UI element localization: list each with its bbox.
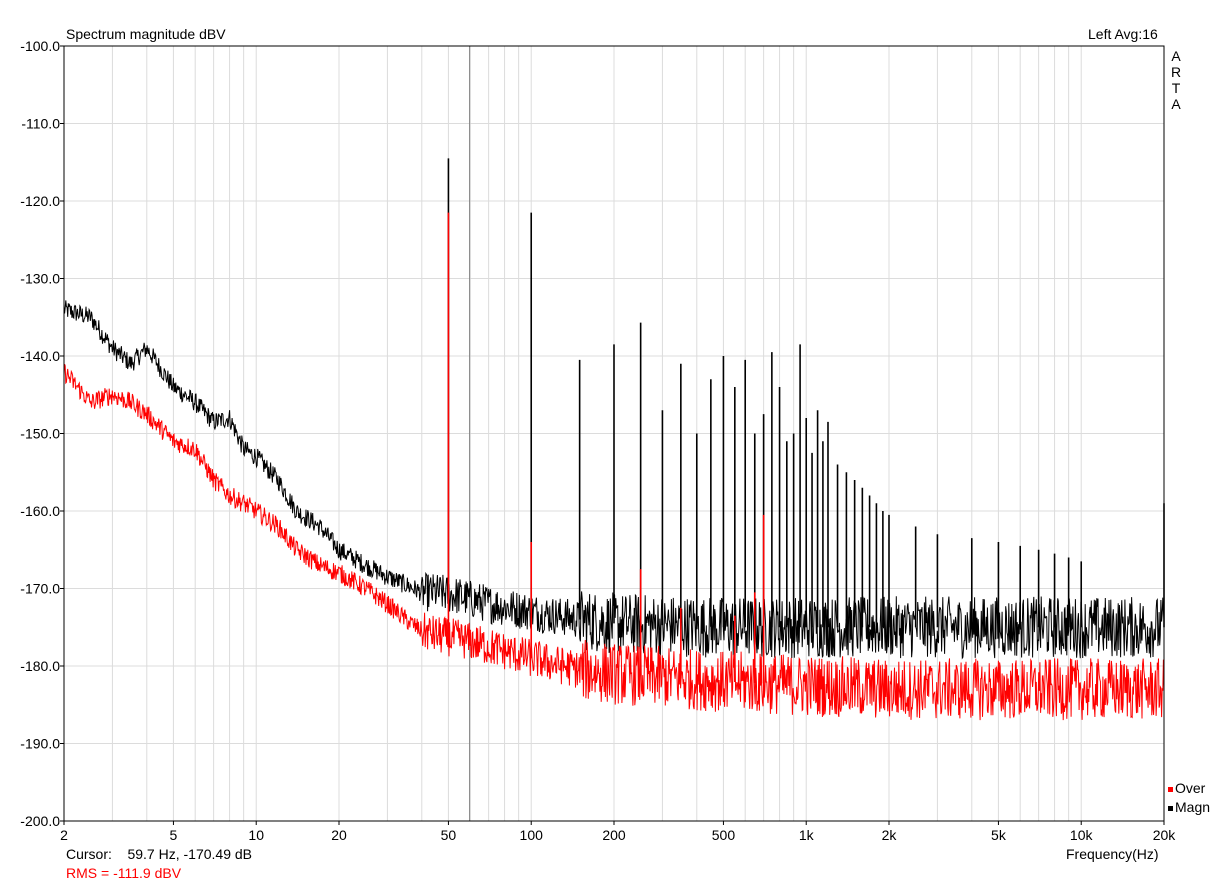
x-tick-label: 2	[60, 827, 68, 843]
legend-label: Over	[1175, 780, 1206, 796]
brand-letter: T	[1171, 80, 1181, 96]
x-tick-label: 50	[441, 827, 457, 843]
y-tick-label: -120.0	[20, 193, 60, 209]
rms-readout: RMS = -111.9 dBV	[66, 865, 182, 881]
y-axis-ticks: -100.0 -110.0 -120.0 -130.0 -140.0 -150.0 -160…	[20, 38, 64, 829]
plot-frame	[63, 45, 1165, 822]
legend-swatch	[1168, 805, 1173, 811]
y-tick-label: -140.0	[20, 348, 60, 364]
chart-title: Spectrum magnitude dBV	[66, 26, 226, 42]
x-tick-label: 2k	[882, 827, 898, 843]
y-tick-label: -130.0	[20, 271, 60, 287]
y-tick-label: -100.0	[20, 38, 60, 54]
x-tick-label: 500	[712, 827, 736, 843]
x-tick-label: 10k	[1070, 827, 1094, 843]
legend-item-magn[interactable]: Magn	[1168, 798, 1210, 817]
brand-letter: A	[1171, 96, 1181, 112]
x-tick-label: 5	[170, 827, 178, 843]
x-tick-label: 100	[520, 827, 544, 843]
y-tick-label: -170.0	[20, 581, 60, 597]
x-axis-label: Frequency(Hz)	[1066, 846, 1159, 862]
y-tick-label: -150.0	[20, 426, 60, 442]
y-tick-label: -160.0	[20, 503, 60, 519]
x-tick-label: 10	[248, 827, 264, 843]
cursor-label: Cursor:	[66, 846, 112, 862]
legend-swatch	[1168, 786, 1173, 792]
y-tick-label: -200.0	[20, 813, 60, 829]
x-tick-label: 5k	[991, 827, 1007, 843]
series-over	[63, 212, 1165, 721]
series-layer	[63, 158, 1165, 721]
cursor-readout: Cursor: 59.7 Hz, -170.49 dB	[66, 846, 252, 862]
y-tick-label: -190.0	[20, 736, 60, 752]
brand-letter: A	[1171, 48, 1181, 64]
legend-item-over[interactable]: Over	[1168, 779, 1210, 798]
y-tick-label: -180.0	[20, 658, 60, 674]
x-tick-label: 20	[331, 827, 347, 843]
x-tick-label: 1k	[799, 827, 815, 843]
x-tick-label: 20k	[1153, 827, 1177, 843]
legend: Over Magn	[1168, 779, 1210, 817]
legend-label: Magn	[1175, 799, 1211, 815]
x-tick-label: 200	[602, 827, 626, 843]
cursor-value: 59.7 Hz, -170.49 dB	[127, 846, 252, 862]
channel-info: Left Avg:16	[1088, 26, 1158, 42]
y-tick-label: -110.0	[21, 116, 60, 132]
x-axis-ticks: 2 5 10 20 50 100 200 500 1k 2k 5k 10k 20k	[60, 821, 1176, 843]
brand-letter: R	[1170, 64, 1182, 80]
noise-floor-trace	[63, 363, 1165, 721]
